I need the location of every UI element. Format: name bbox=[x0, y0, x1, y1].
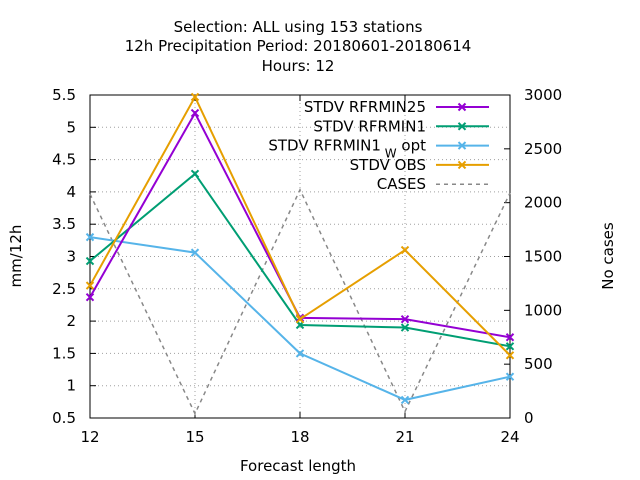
marker-stroke bbox=[400, 323, 410, 332]
data-point bbox=[85, 292, 95, 302]
legend-marker bbox=[457, 160, 467, 170]
marker-stroke bbox=[457, 160, 467, 170]
legend-label: CASES bbox=[377, 175, 426, 193]
legend-label: STDV RFRMIN1 bbox=[313, 117, 426, 135]
marker-stroke bbox=[190, 169, 200, 179]
data-point bbox=[505, 333, 515, 342]
x-tick-label: 24 bbox=[500, 428, 519, 446]
y-tick-label: 0.5 bbox=[52, 409, 76, 427]
y2-tick-label: 3000 bbox=[524, 86, 562, 104]
legend-label: STDV OBS bbox=[350, 156, 426, 174]
plot-frame bbox=[89, 94, 511, 419]
marker-stroke bbox=[505, 342, 515, 351]
title-line-3: Hours: 12 bbox=[262, 57, 335, 75]
legend-marker bbox=[457, 122, 467, 131]
series-line bbox=[89, 187, 511, 416]
y-tick-label: 1.5 bbox=[52, 344, 76, 362]
chart-title: Selection: ALL using 153 stations 12h Pr… bbox=[125, 18, 472, 75]
marker-stroke bbox=[400, 395, 410, 405]
legend-label-subscript: W bbox=[381, 147, 397, 161]
x-tick-label: 12 bbox=[80, 428, 99, 446]
data-point bbox=[190, 108, 200, 118]
marker-stroke bbox=[457, 141, 467, 150]
y-tick-label: 1 bbox=[66, 377, 76, 395]
axis-ticks: 12 15 18 21 24 0.5 1 1.5 2 2.5 3 3.5 4 4.5 5 5.5 0 500 100… bbox=[52, 86, 562, 446]
marker-stroke bbox=[190, 108, 200, 118]
legend-entry: STDV RFRMIN25 bbox=[304, 98, 489, 116]
marker-stroke bbox=[295, 349, 305, 358]
data-point bbox=[190, 169, 200, 179]
title-line-2: 12h Precipitation Period: 20180601-20180… bbox=[125, 37, 472, 55]
marker-stroke bbox=[85, 256, 95, 266]
y-tick-label: 5 bbox=[66, 118, 76, 136]
marker-stroke bbox=[457, 122, 467, 131]
y2-tick-label: 2500 bbox=[524, 140, 562, 158]
marker-stroke bbox=[85, 281, 95, 290]
data-point bbox=[295, 314, 305, 324]
y-tick-label: 2 bbox=[66, 312, 76, 330]
data-point bbox=[190, 248, 200, 257]
legend-entry: CASES bbox=[377, 175, 489, 193]
series-3 bbox=[85, 92, 515, 360]
data-point bbox=[400, 323, 410, 332]
y-tick-label: 4 bbox=[66, 183, 76, 201]
y2-tick-label: 500 bbox=[524, 355, 553, 373]
legend-marker bbox=[457, 102, 467, 112]
marker-stroke bbox=[295, 314, 305, 324]
y2-tick-label: 0 bbox=[524, 409, 534, 427]
y-tick-label: 4.5 bbox=[52, 151, 76, 169]
series-1 bbox=[85, 169, 515, 351]
marker-stroke bbox=[85, 232, 95, 242]
marker-stroke bbox=[505, 333, 515, 342]
data-point bbox=[85, 256, 95, 266]
data-point bbox=[295, 349, 305, 358]
y-tick-label: 3.5 bbox=[52, 215, 76, 233]
y2-tick-label: 2000 bbox=[524, 194, 562, 212]
series-4 bbox=[89, 187, 511, 416]
marker-stroke bbox=[190, 248, 200, 257]
title-line-1: Selection: ALL using 153 stations bbox=[174, 18, 423, 36]
legend-label: STDV RFRMIN25 bbox=[304, 98, 426, 116]
series-2 bbox=[85, 232, 515, 405]
y-axis-label: mm/12h bbox=[7, 225, 25, 288]
legend-label-suffix: opt bbox=[397, 137, 426, 155]
marker-stroke bbox=[457, 102, 467, 112]
y2-tick-label: 1500 bbox=[524, 248, 562, 266]
data-point bbox=[400, 395, 410, 405]
legend-entry: STDV RFRMIN1 bbox=[313, 117, 489, 135]
data-point bbox=[505, 372, 515, 381]
marker-stroke bbox=[190, 92, 200, 102]
marker-stroke bbox=[400, 314, 410, 324]
y2-tick-label: 1000 bbox=[524, 301, 562, 319]
x-tick-label: 18 bbox=[290, 428, 309, 446]
data-point bbox=[190, 92, 200, 102]
data-point bbox=[400, 314, 410, 324]
x-axis-label: Forecast length bbox=[240, 457, 356, 475]
y-tick-label: 3 bbox=[66, 248, 76, 266]
marker-stroke bbox=[505, 351, 515, 360]
marker-stroke bbox=[85, 292, 95, 302]
legend-marker bbox=[457, 141, 467, 150]
marker-stroke bbox=[400, 245, 410, 255]
x-tick-label: 21 bbox=[395, 428, 414, 446]
data-point bbox=[505, 351, 515, 360]
data-point bbox=[505, 342, 515, 351]
x-tick-label: 15 bbox=[185, 428, 204, 446]
marker-stroke bbox=[505, 372, 515, 381]
y-tick-label: 5.5 bbox=[52, 86, 76, 104]
y2-axis-label: No cases bbox=[599, 222, 617, 290]
y-tick-label: 2.5 bbox=[52, 280, 76, 298]
data-point bbox=[85, 232, 95, 242]
data-point bbox=[85, 281, 95, 290]
data-point bbox=[400, 245, 410, 255]
series-layer bbox=[85, 92, 515, 416]
legend-entry: STDV OBS bbox=[350, 156, 489, 174]
